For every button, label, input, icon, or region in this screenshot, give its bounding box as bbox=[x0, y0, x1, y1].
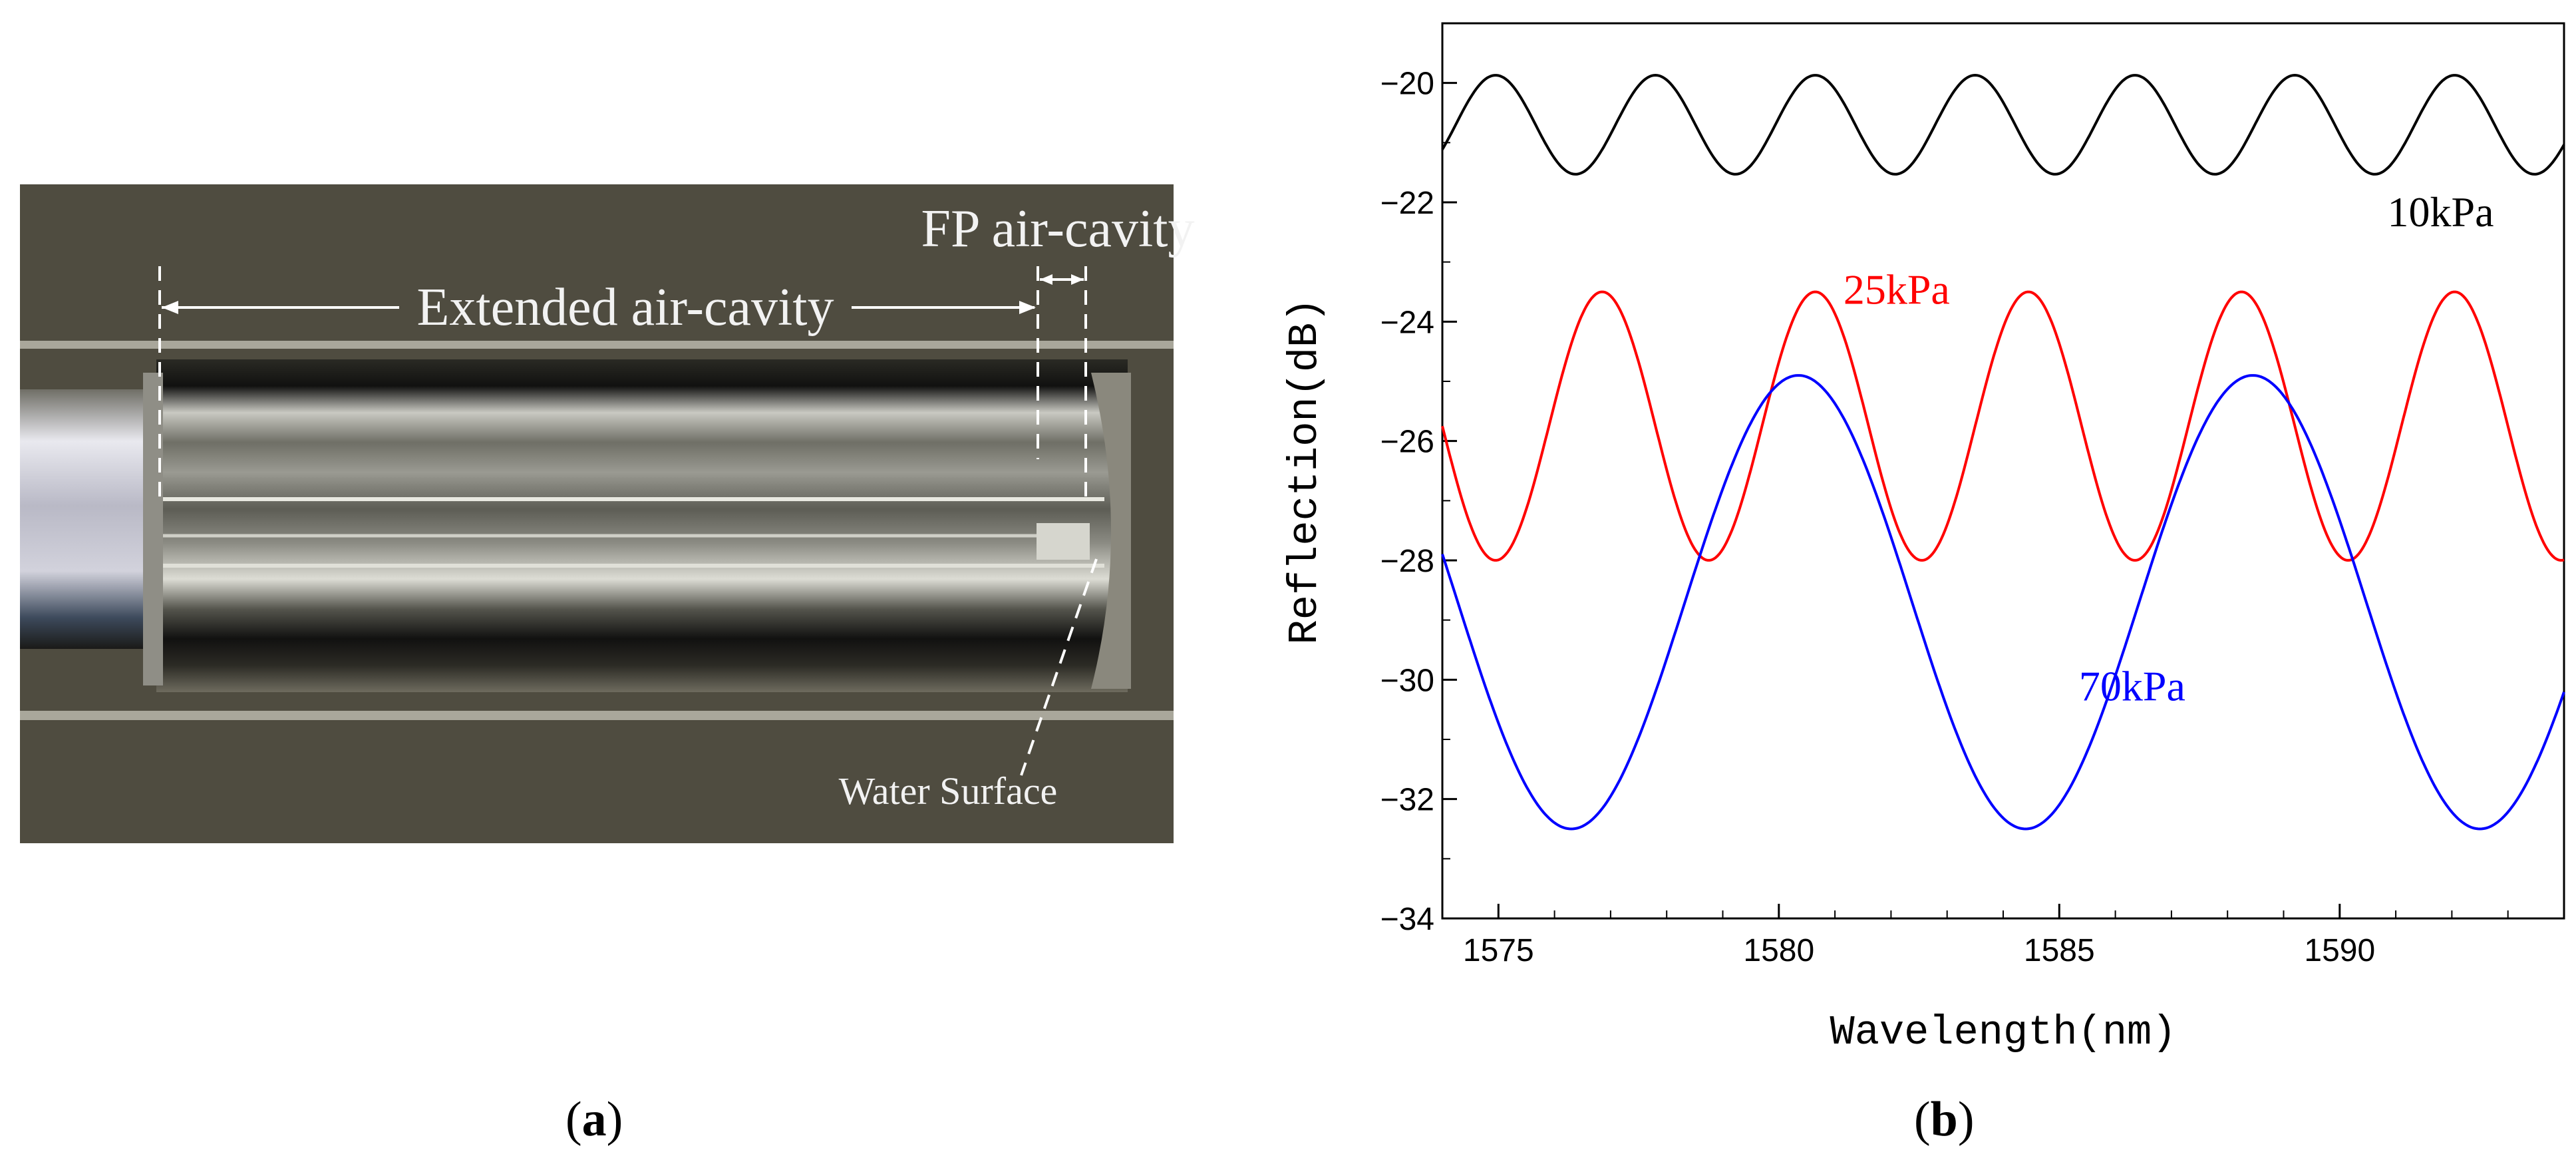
y-tick-label: −30 bbox=[1380, 663, 1434, 698]
end-cap bbox=[1091, 373, 1131, 689]
water-pointer bbox=[1020, 558, 1098, 776]
arrowhead bbox=[1071, 274, 1084, 285]
caption-b: (b) bbox=[1914, 1092, 1975, 1147]
series-line-70kPa bbox=[1441, 374, 2565, 831]
series-label-25kPa: 25kPa bbox=[1844, 266, 1950, 313]
x-axis-label: Wavelength(nm) bbox=[1830, 1009, 2177, 1056]
series-lines bbox=[1441, 73, 2565, 831]
y-tick-label: −20 bbox=[1380, 67, 1434, 102]
y-tick-label: −22 bbox=[1380, 186, 1434, 221]
label-water-surface: Water Surface bbox=[839, 769, 1058, 813]
x-axis-ticks: 1575 1580 1585 1590 bbox=[1442, 904, 2565, 968]
water-surface-block bbox=[1037, 523, 1090, 560]
lead-in-fiber bbox=[20, 389, 153, 649]
caption-a-letter: a bbox=[581, 1092, 607, 1147]
label-fp-air-cavity: FP air-cavity bbox=[921, 200, 1195, 258]
x-tick-label: 1575 bbox=[1463, 933, 1534, 968]
capillary-bottom-edge bbox=[20, 711, 1174, 720]
capillary-top-edge bbox=[20, 341, 1174, 349]
caption-b-letter: b bbox=[1930, 1092, 1958, 1147]
x-tick-label: 1590 bbox=[2304, 933, 2375, 968]
series-label-70kPa: 70kPa bbox=[2079, 663, 2185, 710]
series-label-10kPa: 10kPa bbox=[2388, 188, 2494, 236]
arrowhead bbox=[1019, 301, 1036, 314]
arrowhead bbox=[1040, 274, 1052, 285]
hollow-fiber-body bbox=[156, 359, 1128, 692]
y-tick-label: −24 bbox=[1380, 305, 1434, 340]
y-tick-label: −34 bbox=[1380, 902, 1434, 937]
fiber-joint bbox=[143, 373, 163, 685]
label-extended-air-cavity: Extended air-cavity bbox=[417, 278, 834, 337]
series-line-10kPa bbox=[1441, 73, 2565, 176]
photo-panel: Extended air-cavity FP air-cavity Water … bbox=[20, 184, 1194, 843]
series-line-25kPa bbox=[1441, 290, 2565, 562]
y-tick-label: −32 bbox=[1380, 783, 1434, 818]
caption-a: (a) bbox=[565, 1092, 623, 1147]
arrowhead bbox=[162, 301, 178, 314]
y-tick-label: −28 bbox=[1380, 544, 1434, 579]
x-tick-label: 1585 bbox=[2024, 933, 2095, 968]
chart-panel: −20 −22 −24 −26 −28 −30 −32 −34 1575 1580 1585 159… bbox=[1281, 22, 2565, 1056]
x-tick-label: 1580 bbox=[1743, 933, 1814, 968]
y-axis-label: Reflection(dB) bbox=[1281, 298, 1329, 645]
y-tick-label: −26 bbox=[1380, 425, 1434, 460]
series-labels: 10kPa 25kPa 70kPa bbox=[1844, 188, 2494, 710]
y-axis-ticks: −20 −22 −24 −26 −28 −30 −32 −34 bbox=[1380, 67, 1457, 937]
